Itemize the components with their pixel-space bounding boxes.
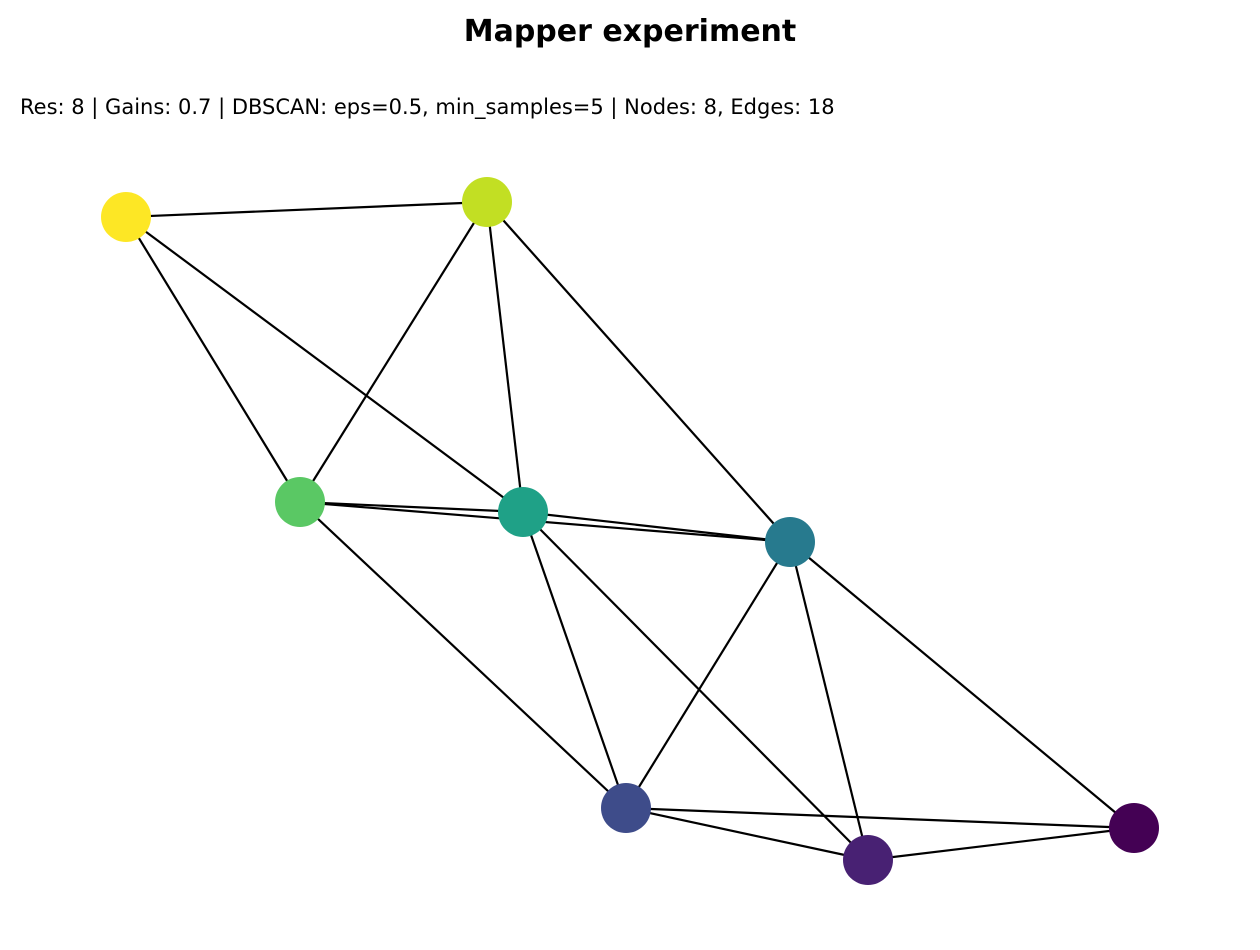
page-title: Mapper experiment bbox=[463, 14, 797, 49]
graph-node-n6 bbox=[462, 177, 512, 227]
graph-node-n4 bbox=[498, 487, 548, 537]
graph-node-n5 bbox=[275, 477, 325, 527]
nodes-layer bbox=[101, 177, 1159, 885]
graph-edge-n3-n1 bbox=[788, 541, 870, 861]
graph-node-n0 bbox=[1109, 803, 1159, 853]
graph-edge-n6-n5 bbox=[299, 201, 488, 503]
graph-edge-n7-n6 bbox=[125, 200, 488, 219]
graph-edge-n1-n0 bbox=[867, 826, 1135, 862]
graph-edge-n4-n3 bbox=[522, 510, 791, 544]
graph-edge-n6-n3 bbox=[486, 201, 791, 543]
graph-edge-n2-n1 bbox=[625, 806, 869, 862]
graph-edge-n7-n4 bbox=[125, 216, 524, 513]
graph-edge-n6-n4 bbox=[485, 201, 525, 513]
page-subtitle: Res: 8 | Gains: 0.7 | DBSCAN: eps=0.5, m… bbox=[20, 95, 835, 119]
graph-node-n1 bbox=[843, 835, 893, 885]
graph-edge-n4-n2 bbox=[521, 511, 628, 809]
graph-node-n3 bbox=[765, 517, 815, 567]
graph-edge-n4-n1 bbox=[522, 511, 869, 861]
graph-edge-n7-n5 bbox=[125, 216, 301, 503]
graph-node-n7 bbox=[101, 192, 151, 242]
graph-edge-n3-n0 bbox=[789, 541, 1135, 829]
graph-edge-n5-n4 bbox=[299, 500, 524, 514]
edges-layer bbox=[125, 200, 1135, 862]
graph-edge-n5-n2 bbox=[299, 501, 627, 809]
graph-node-n2 bbox=[601, 783, 651, 833]
graph-edge-n3-n2 bbox=[625, 541, 791, 809]
graph-edge-n2-n0 bbox=[625, 806, 1135, 830]
